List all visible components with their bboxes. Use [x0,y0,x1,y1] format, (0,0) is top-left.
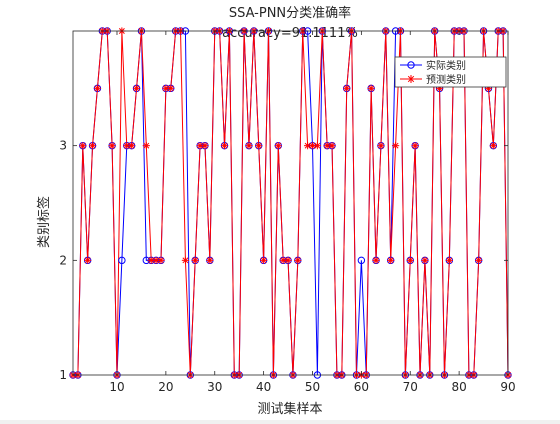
legend-marker-actual [407,61,415,69]
legend-marker-predicted [407,75,415,83]
x-tick-label: 30 [207,380,222,394]
point-predicted [343,84,351,92]
legend-label-actual: 实际类别 [426,59,466,72]
x-tick-label: 80 [451,380,466,394]
chart-title: SSA-PNN分类准确率 [229,5,351,21]
x-axis-label: 测试集样本 [257,401,322,417]
x-tick-label: 40 [256,380,271,394]
point-predicted [93,84,102,92]
point-predicted [220,142,229,150]
point-predicted [191,256,199,264]
series-line-predicted [73,30,509,376]
point-predicted [128,142,136,150]
point-predicted [475,256,483,264]
x-tick-label: 70 [403,380,418,394]
y-axis-label: 类别标签 [36,196,52,248]
point-predicted [181,256,190,264]
point-predicted [411,142,419,150]
point-predicted [206,256,214,264]
point-predicted [132,84,141,92]
x-tick-label: 10 [109,380,124,394]
point-predicted [84,256,92,264]
point-predicted [294,256,302,264]
point-predicted [406,256,414,264]
point-predicted [274,142,282,150]
point-predicted [142,142,150,150]
y-tick-label: 3 [59,139,67,153]
point-predicted [284,256,292,264]
point-predicted [245,142,253,150]
x-tick-label: 60 [354,380,369,394]
axes: 10 20 30 40 50 60 70 80 90 1 2 3 [59,30,516,394]
point-predicted [88,142,97,150]
point-predicted [421,256,429,264]
point-predicted [489,142,497,150]
y-tick-label: 2 [59,253,67,267]
point-predicted [157,256,165,264]
point-predicted [372,256,380,264]
y-tick-label: 1 [59,368,67,382]
point-predicted [79,142,87,150]
point-predicted [313,142,321,150]
point-predicted [201,142,209,150]
point-predicted [387,256,395,264]
point-predicted [123,142,131,150]
point-predicted [445,256,453,264]
axes-box [72,30,509,376]
point-predicted [167,84,175,92]
point-predicted [328,142,336,150]
point-predicted [377,142,385,150]
x-tick-label: 50 [305,380,320,394]
point-predicted [391,142,400,150]
legend-label-predicted: 预测类别 [426,73,466,86]
point-predicted [367,84,375,92]
point-predicted [255,142,263,150]
point-actual [118,256,126,265]
point-predicted [108,142,116,150]
x-tick-label: 90 [500,380,515,394]
point-actual [357,256,366,265]
point-predicted [260,256,268,264]
legend: 实际类别 预测类别 [394,56,507,88]
x-tick-label: 20 [158,380,173,394]
